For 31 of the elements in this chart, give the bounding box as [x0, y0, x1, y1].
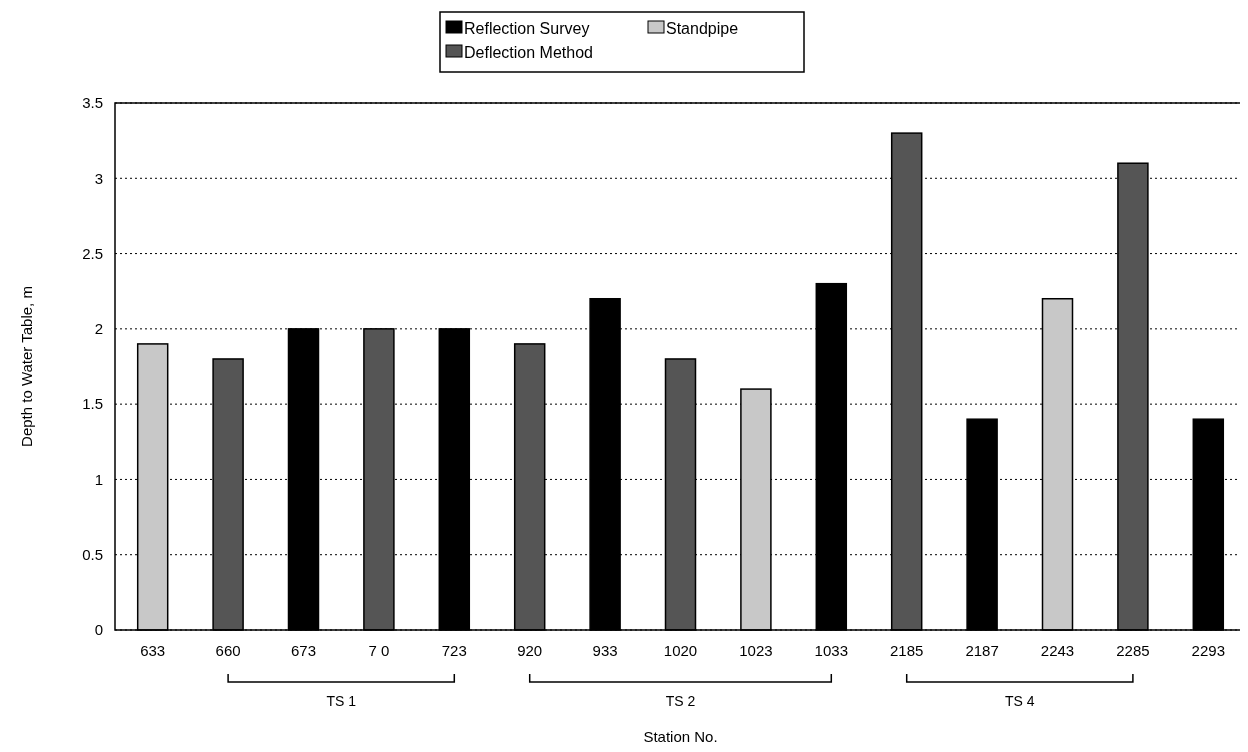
legend-label: Reflection Survey — [464, 19, 590, 37]
x-tick-label: 2285 — [1116, 642, 1150, 659]
x-axis-title: Station No. — [643, 728, 718, 745]
text: TS 4 — [1005, 693, 1035, 709]
y-tick-label: 2 — [94, 320, 103, 338]
x-tick-label: 933 — [592, 642, 618, 659]
x-tick-label: 920 — [517, 642, 543, 659]
legend-label: Standpipe — [666, 19, 739, 37]
x-tick-label: 1033 — [814, 642, 848, 659]
y-tick-label: 1 — [94, 470, 103, 488]
x-tick-label: 1023 — [739, 642, 773, 659]
x-tick-label: 2185 — [890, 642, 924, 659]
y-axis-title: Depth to Water Table, m — [18, 286, 35, 447]
x-tick-label: 2293 — [1191, 642, 1225, 659]
text: TS 2 — [665, 693, 696, 709]
y-tick-label: 2.5 — [82, 244, 103, 262]
y-tick-label: 1.5 — [82, 395, 103, 413]
x-tick-label: 1020 — [663, 642, 698, 659]
text: TS 1 — [326, 693, 357, 709]
legend-label: Deflection Method — [464, 43, 593, 61]
y-tick-label: 3.5 — [82, 94, 103, 112]
x-tick-label: 633 — [140, 642, 166, 659]
x-tick-label: 723 — [441, 642, 467, 659]
x-tick-label: 7 0 — [368, 642, 390, 659]
x-tick-label: 2187 — [965, 642, 999, 659]
y-tick-label: 0.5 — [82, 545, 103, 563]
x-tick-label: 660 — [215, 642, 241, 659]
y-tick-label: 3 — [94, 169, 103, 187]
x-tick-label: 673 — [290, 642, 317, 659]
y-tick-label: 0 — [94, 621, 103, 639]
x-tick-label: 2243 — [1040, 642, 1075, 659]
